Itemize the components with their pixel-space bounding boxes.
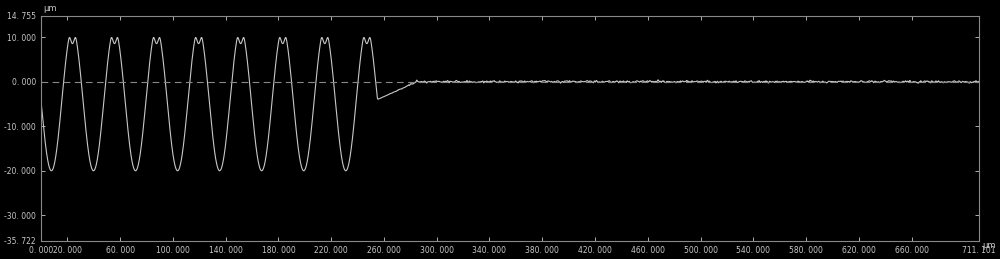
Text: μm: μm bbox=[44, 4, 57, 13]
Text: μm: μm bbox=[982, 241, 995, 250]
